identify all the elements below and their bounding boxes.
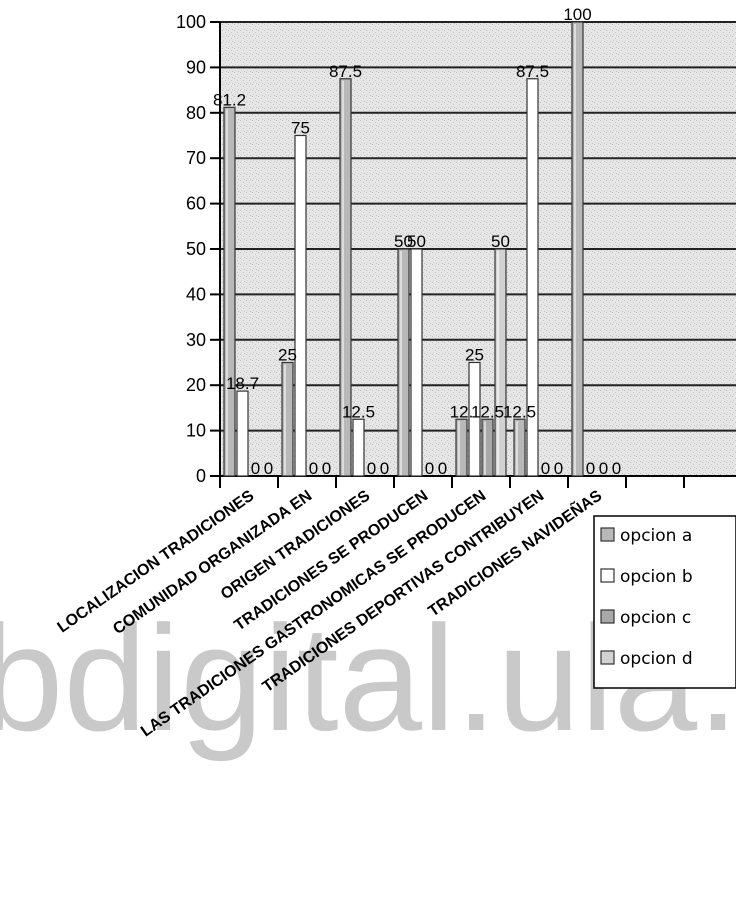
y-tick-label: 0: [196, 466, 206, 486]
data-label: 0: [541, 459, 550, 478]
data-label: 81.2: [213, 90, 246, 109]
y-tick-label: 10: [186, 421, 206, 441]
bar-opcion-a: [281, 361, 294, 477]
bar-opcion-a: [513, 418, 526, 477]
data-label: 18.7: [226, 374, 259, 393]
bar-opcion-d: [494, 248, 507, 477]
data-label: 0: [586, 459, 595, 478]
y-tick-label: 60: [186, 194, 206, 214]
legend-label: opcion c: [620, 608, 691, 628]
data-label: 0: [264, 459, 273, 478]
data-label: 50: [491, 232, 510, 251]
data-label: 12.5: [342, 402, 375, 421]
data-label: 0: [322, 459, 331, 478]
bar-opcion-a: [455, 418, 468, 477]
bar-opcion-a: [223, 106, 236, 477]
data-label: 50: [394, 232, 413, 251]
bar-opcion-a: [571, 21, 584, 477]
y-tick-label: 50: [186, 239, 206, 259]
data-label: 25: [278, 346, 297, 365]
bar-opcion-c: [481, 418, 494, 477]
plot-layer: [210, 21, 736, 488]
legend-swatch: [600, 568, 615, 583]
bar-opcion-b: [294, 134, 307, 477]
data-label: 0: [367, 459, 376, 478]
data-label: 0: [309, 459, 318, 478]
y-tick-label: 40: [186, 284, 206, 304]
bar-opcion-a: [339, 78, 352, 477]
legend-label: opcion b: [620, 567, 693, 587]
y-tick-label: 30: [186, 330, 206, 350]
legend-box: [593, 515, 736, 689]
data-label: 0: [554, 459, 563, 478]
data-label: 25: [465, 346, 484, 365]
y-tick-label: 90: [186, 57, 206, 77]
bar-opcion-a: [397, 248, 410, 477]
legend-swatch: [600, 527, 615, 542]
bar-opcion-b: [352, 418, 365, 477]
data-label: 75: [291, 119, 310, 138]
y-tick-label: 100: [176, 12, 206, 32]
data-label: 87.5: [516, 62, 549, 81]
bar-opcion-b: [236, 390, 249, 477]
data-label: 0: [380, 459, 389, 478]
y-tick-label: 70: [186, 148, 206, 168]
data-label: 0: [438, 459, 447, 478]
legend-label: opcion a: [620, 526, 692, 546]
data-label: 12.: [450, 402, 474, 421]
data-label: 12.5: [471, 402, 504, 421]
legend-swatch: [600, 609, 615, 624]
y-tick-label: 20: [186, 375, 206, 395]
legend-label: opcion d: [620, 649, 693, 669]
legend-swatch: [600, 650, 615, 665]
data-label: 87.5: [329, 62, 362, 81]
y-tick-label: 80: [186, 103, 206, 123]
bar-opcion-b: [410, 248, 423, 477]
data-label: 12.5: [503, 402, 536, 421]
bar-opcion-b: [468, 361, 481, 477]
data-label: 0: [251, 459, 260, 478]
data-label: 100: [563, 5, 591, 24]
data-label: 0: [599, 459, 608, 478]
data-label: 0: [612, 459, 621, 478]
bar-opcion-b: [526, 78, 539, 477]
data-label: 0: [425, 459, 434, 478]
data-label: 50: [407, 232, 426, 251]
